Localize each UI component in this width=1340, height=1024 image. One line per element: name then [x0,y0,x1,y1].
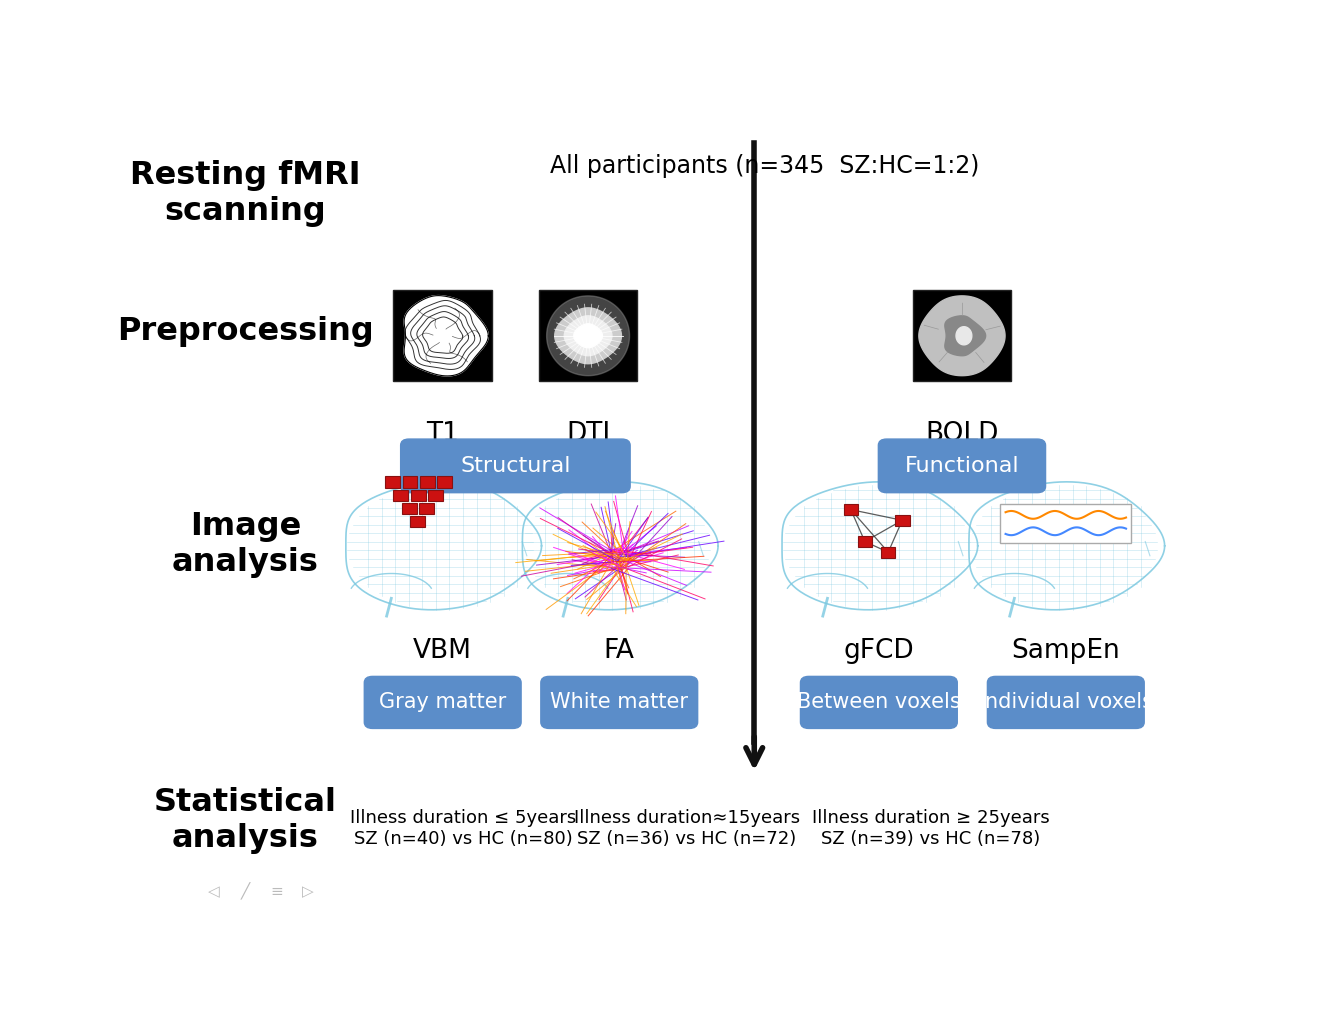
Text: gFCD: gFCD [844,638,914,665]
Text: All participants (n=345  SZ:HC=1:2): All participants (n=345 SZ:HC=1:2) [549,155,980,178]
Bar [402,476,418,487]
Text: FA: FA [604,638,635,665]
Text: Image
analysis: Image analysis [172,511,319,579]
Bar [419,476,436,487]
Text: Individual voxels: Individual voxels [978,692,1152,713]
Polygon shape [547,296,630,376]
FancyBboxPatch shape [988,677,1144,728]
Bar [410,516,425,527]
Text: SampEn: SampEn [1012,638,1120,665]
Text: DTI: DTI [565,421,610,447]
Bar [394,489,409,501]
Polygon shape [405,296,488,376]
Polygon shape [574,324,603,348]
Text: Illness duration ≥ 25years
SZ (n=39) vs HC (n=78): Illness duration ≥ 25years SZ (n=39) vs … [812,809,1049,848]
Text: T1: T1 [426,421,460,447]
Polygon shape [945,315,986,355]
Text: White matter: White matter [551,692,689,713]
Text: Structural: Structural [460,456,571,476]
Text: BOLD: BOLD [925,421,998,447]
Bar [1001,504,1131,543]
Bar [429,489,444,501]
Text: Between voxels: Between voxels [797,692,961,713]
Text: Preprocessing: Preprocessing [117,316,374,347]
FancyBboxPatch shape [364,677,521,728]
Bar [419,503,434,514]
Bar [385,476,401,487]
Text: ▷: ▷ [302,884,314,899]
Text: Resting fMRI
scanning: Resting fMRI scanning [130,161,360,227]
Text: ◁: ◁ [208,884,220,899]
Text: Statistical
analysis: Statistical analysis [154,787,336,854]
Bar [402,503,417,514]
Bar [880,547,895,558]
FancyBboxPatch shape [401,439,630,493]
Bar [411,489,426,501]
Polygon shape [564,315,612,355]
Bar [895,515,910,525]
Bar [913,291,1012,381]
Text: Gray matter: Gray matter [379,692,507,713]
Bar [539,291,638,381]
Polygon shape [555,308,622,364]
Text: Illness duration ≤ 5years
SZ (n=40) vs HC (n=80): Illness duration ≤ 5years SZ (n=40) vs H… [350,809,576,848]
Text: Illness duration≈15years
SZ (n=36) vs HC (n=72): Illness duration≈15years SZ (n=36) vs HC… [574,809,800,848]
FancyBboxPatch shape [878,439,1045,493]
Bar [844,504,858,515]
FancyBboxPatch shape [541,677,698,728]
FancyBboxPatch shape [800,677,957,728]
Polygon shape [955,327,972,345]
Text: ╱: ╱ [241,883,251,900]
Bar [858,536,872,547]
Bar [394,291,492,381]
Text: VBM: VBM [413,638,472,665]
Polygon shape [919,296,1005,376]
Text: Functional: Functional [905,456,1020,476]
Text: ≡: ≡ [271,884,283,899]
Bar [437,476,453,487]
